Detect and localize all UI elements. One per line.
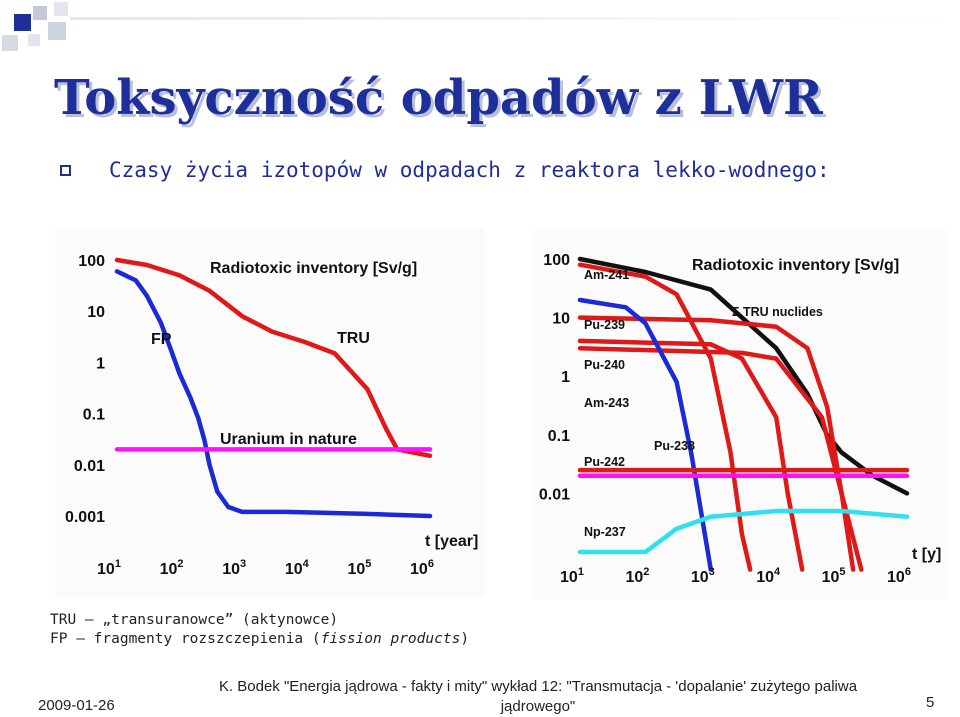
bullet-text: Czasy życia izotopów w odpadach z reakto… — [109, 158, 830, 182]
series-am-241 — [577, 262, 753, 572]
chart-left: 100 10 1 0.1 0.01 0.001 101 102 103 104 105 106 Radi… — [55, 228, 485, 598]
x-tick-label: 105 — [347, 558, 371, 578]
legend-fp-italic: fission products — [320, 631, 461, 647]
legend-fp: FP – fragmenty rozszczepienia (fission p… — [50, 631, 469, 647]
series-label-fp: FP — [151, 331, 172, 348]
series-label-uranium-in-nature: Uranium in nature — [220, 431, 357, 448]
x-tick-label: 101 — [97, 558, 121, 578]
x-tick-label: 106 — [887, 566, 911, 586]
y-tick-label: 100 — [543, 252, 570, 269]
series-tru — [114, 257, 433, 459]
x-tick-label: 105 — [822, 566, 846, 586]
series-label-am-243: Am-243 — [584, 396, 629, 410]
series-am-243 — [577, 345, 864, 572]
y-tick-label: 1 — [561, 369, 570, 386]
series-label-pu-239: Pu-239 — [584, 318, 625, 332]
legend-fp-suffix: ) — [460, 631, 470, 647]
chart-title: Radiotoxic inventory [Sv/g] — [210, 260, 417, 277]
footer-citation-line2: jądrowego" — [500, 698, 576, 715]
legend-tru: TRU – „transuranowce” (aktynowce) — [50, 612, 339, 628]
series-np-237 — [577, 508, 910, 555]
corner-square-light-1 — [33, 6, 47, 20]
chart-right: 100 10 1 0.1 0.01 101 102 103 104 105 106 Radiotoxi… — [532, 230, 947, 600]
y-tick-label: 10 — [87, 304, 105, 321]
series-label-tru: TRU — [337, 330, 370, 347]
series-label-sum-tru-nuclides: Σ TRU nuclides — [732, 305, 823, 319]
y-tick-label: 10 — [552, 311, 570, 328]
x-tick-label: 106 — [410, 558, 434, 578]
corner-square-light-5 — [48, 22, 66, 40]
legend-fp-prefix: FP – fragmenty rozszczepienia ( — [50, 631, 321, 647]
series-label-np-237: Np-237 — [584, 525, 626, 539]
chart-title: Radiotoxic inventory [Sv/g] — [692, 257, 899, 274]
x-tick-label: 103 — [222, 558, 246, 578]
x-tick-label: 104 — [756, 566, 781, 586]
series-label-pu-238: Pu-238 — [654, 439, 695, 453]
bullet-item: Czasy życia izotopów w odpadach z reakto… — [60, 158, 830, 182]
corner-square-light-4 — [54, 2, 68, 16]
y-tick-label: 0.001 — [65, 509, 105, 526]
y-tick-label: 0.1 — [83, 407, 105, 424]
series-sum-tru-nuclides — [577, 256, 910, 496]
series-pu-240 — [577, 338, 805, 572]
x-tick-label: 104 — [285, 558, 310, 578]
slide-title: Toksyczność odpadów z LWR — [54, 70, 823, 126]
series-fp — [114, 269, 433, 519]
series-label-am-241: Am-241 — [584, 268, 629, 282]
x-tick-label: 102 — [625, 566, 649, 586]
y-tick-label: 0.1 — [548, 428, 570, 445]
corner-square-dark — [14, 14, 31, 31]
page-number: 5 — [926, 694, 935, 711]
series-label-pu-242: Pu-242 — [584, 455, 625, 469]
x-axis-label: t [year] — [425, 533, 478, 550]
y-tick-label: 0.01 — [539, 486, 570, 503]
y-tick-label: 100 — [78, 253, 105, 270]
y-tick-label: 0.01 — [74, 458, 105, 475]
x-axis-label: t [y] — [912, 546, 941, 563]
corner-square-light-2 — [2, 35, 18, 51]
footer-citation-line1: K. Bodek "Energia jądrowa - fakty i mity… — [218, 678, 858, 695]
footer-citation: K. Bodek "Energia jądrowa - fakty i mity… — [168, 677, 908, 717]
corner-square-light-3 — [28, 34, 40, 46]
square-bullet-icon — [60, 164, 71, 176]
header-bar — [70, 17, 960, 20]
x-tick-label: 101 — [560, 566, 584, 586]
x-tick-label: 103 — [691, 566, 715, 586]
y-tick-label: 1 — [96, 355, 105, 372]
x-tick-label: 102 — [160, 558, 184, 578]
series-label-pu-240: Pu-240 — [584, 358, 625, 372]
footer-date: 2009-01-26 — [38, 697, 115, 714]
